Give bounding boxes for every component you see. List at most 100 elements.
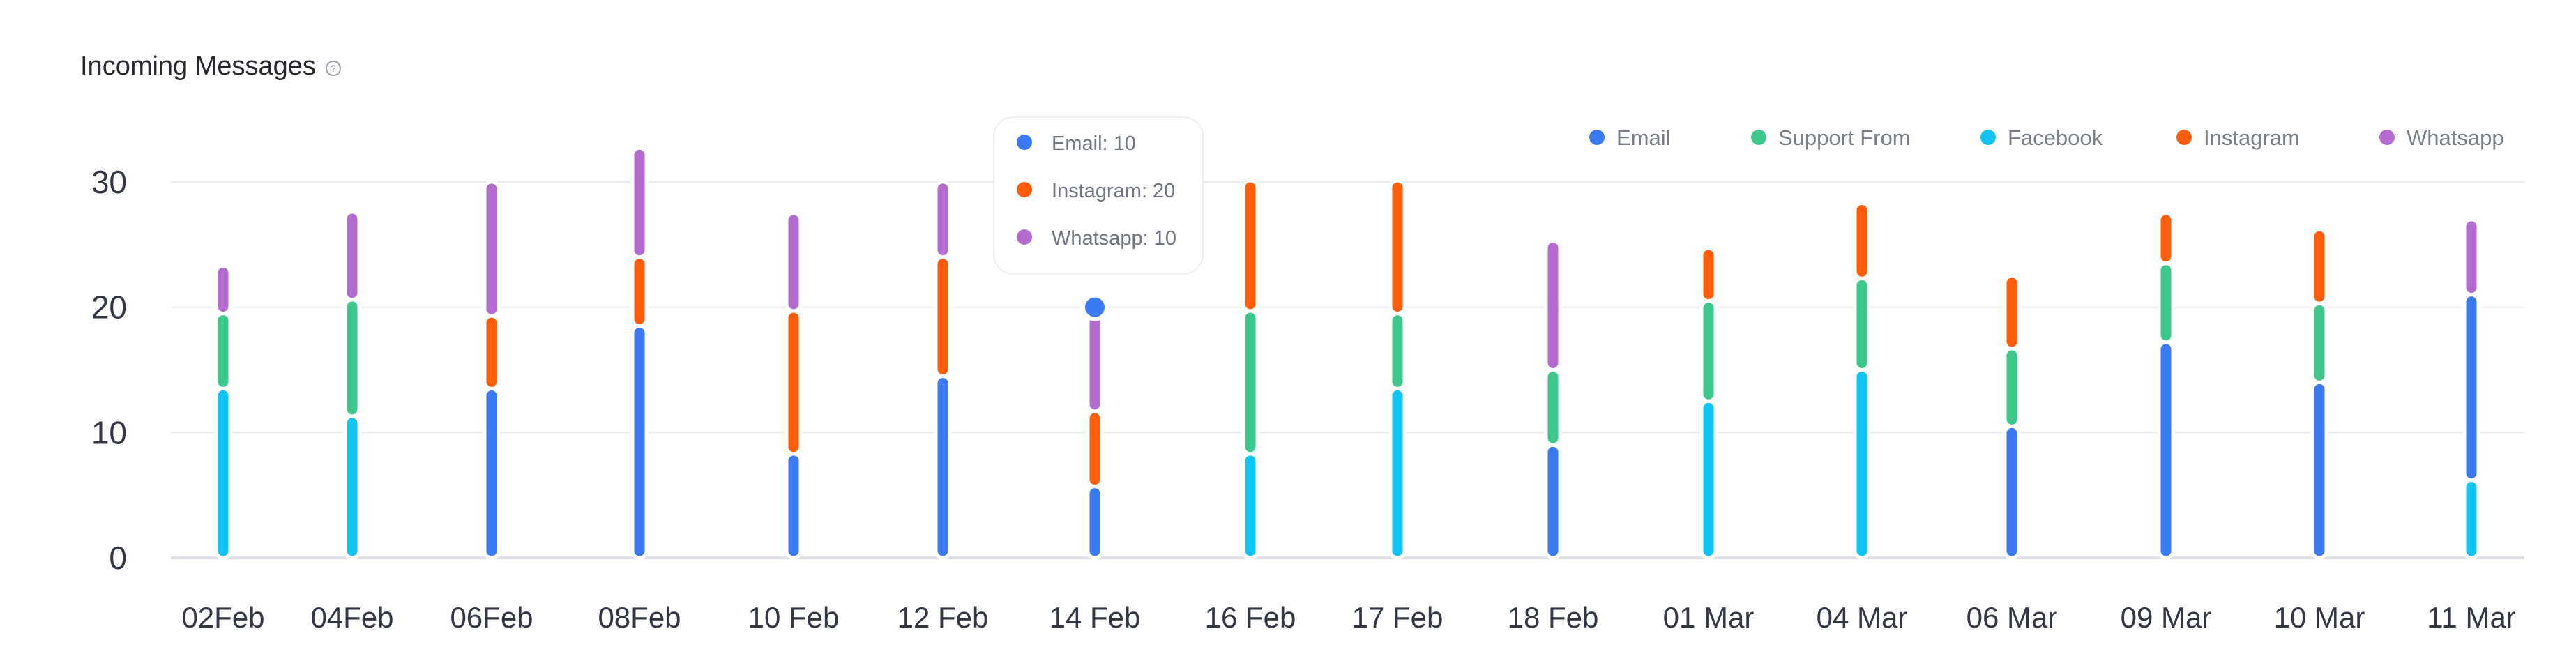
legend-dot [1980, 130, 1996, 145]
bar-segment-instagram [934, 255, 952, 378]
bar-group-02feb[interactable] [214, 264, 232, 560]
bar-segment-support-from [2157, 261, 2175, 344]
legend-item-facebook[interactable]: Facebook [1980, 126, 2103, 150]
legend-label: Support From [1778, 126, 1911, 150]
legend-label: Instagram [2204, 126, 2300, 150]
bar-segment-support-from [343, 298, 361, 418]
bar-segment-facebook [2462, 478, 2480, 560]
bar-group-04feb[interactable] [343, 210, 361, 560]
x-tick-label: 14 Feb [1050, 601, 1141, 634]
legend-dot [1751, 130, 1766, 145]
x-tick-label: 09 Mar [2121, 601, 2212, 634]
bar-segment-email [1086, 485, 1104, 560]
bar-segment-instagram [1241, 178, 1259, 313]
legend-item-whatsapp[interactable]: Whatsapp [2379, 126, 2504, 150]
bar-group-14-feb[interactable] [1086, 290, 1104, 560]
bar-group-18-feb[interactable] [1544, 238, 1562, 560]
bar-segment-whatsapp [934, 180, 952, 259]
bar-group-17-feb[interactable] [1388, 178, 1407, 560]
bar-segment-whatsapp [343, 210, 361, 302]
x-tick-label: 10 Mar [2274, 601, 2365, 634]
bar-segment-facebook [1241, 452, 1259, 560]
bar-segment-support-from [1699, 299, 1718, 403]
legend-dot [1589, 130, 1605, 145]
bar-segment-instagram [1853, 201, 1871, 280]
bar-segment-instagram [2310, 227, 2328, 305]
bar-group-01-mar[interactable] [1699, 246, 1718, 560]
bar-segment-support-from [1853, 276, 1871, 372]
bars-layer [214, 146, 2480, 560]
bar-group-06feb[interactable] [483, 180, 501, 560]
bar-segment-email [2157, 340, 2175, 560]
bar-segment-instagram [1388, 178, 1407, 316]
bar-segment-email [785, 452, 803, 560]
x-tick-label: 08Feb [598, 601, 681, 634]
bar-segment-instagram [1086, 409, 1104, 489]
x-tick-label: 04 Mar [1817, 601, 1908, 634]
tooltip-text: Whatsapp: 10 [1052, 227, 1176, 250]
hover-marker [1081, 293, 1109, 321]
x-tick-label: 18 Feb [1508, 601, 1599, 634]
tooltip-text: Instagram: 20 [1052, 180, 1175, 202]
bar-segment-whatsapp [1086, 290, 1104, 413]
tooltip-box [993, 116, 1204, 275]
bar-group-11-mar[interactable] [2462, 218, 2480, 560]
tooltip-text: Email: 10 [1052, 132, 1136, 155]
bar-segment-facebook [1388, 386, 1407, 560]
chart-header: Incoming Messages ? [80, 52, 341, 82]
bar-segment-instagram [2157, 211, 2175, 266]
x-tick-label: 04Feb [310, 601, 393, 634]
x-tick-label: 10 Feb [748, 601, 840, 634]
bar-group-10-mar[interactable] [2310, 227, 2328, 560]
bar-segment-facebook [343, 414, 361, 560]
bar-segment-whatsapp [1544, 238, 1562, 372]
bar-segment-email [630, 324, 649, 560]
bar-segment-instagram [1699, 246, 1718, 303]
bar-segment-email [2003, 424, 2021, 560]
bar-group-04-mar[interactable] [1853, 201, 1871, 560]
bar-segment-support-from [2003, 347, 2021, 428]
bar-segment-email [1544, 443, 1562, 560]
legend-item-instagram[interactable]: Instagram [2176, 126, 2300, 150]
x-tick-label: 06Feb [450, 601, 533, 634]
chart-title: Incoming Messages [80, 52, 316, 81]
tooltip-dot [1017, 135, 1032, 150]
x-tick-label: 12 Feb [897, 601, 989, 634]
bar-segment-email [2462, 293, 2480, 483]
bar-segment-whatsapp [785, 211, 803, 313]
x-tick-label: 11 Mar [2427, 601, 2516, 634]
legend-item-email[interactable]: Email [1589, 126, 1671, 150]
legend-dot [2379, 130, 2395, 145]
legend-layer: Email Support From Facebook Instagram Whatsa… [1589, 126, 2504, 150]
bar-segment-whatsapp [214, 264, 232, 316]
bar-segment-instagram [785, 309, 803, 456]
bar-group-06-mar[interactable] [2003, 274, 2021, 560]
bar-segment-support-from [2310, 301, 2328, 384]
bar-segment-facebook [214, 386, 232, 560]
bar-group-08feb[interactable] [630, 146, 649, 560]
bar-segment-support-from [214, 312, 232, 390]
bar-segment-email [2310, 380, 2328, 560]
bar-segment-whatsapp [2462, 218, 2480, 297]
tooltip-layer: Email: 10 Instagram: 20 Whatsapp: 10 [993, 116, 1204, 321]
bar-group-10-feb[interactable] [785, 211, 803, 560]
tooltip-dot [1017, 182, 1032, 197]
bar-segment-support-from [1388, 312, 1407, 390]
x-tick-label: 16 Feb [1205, 601, 1296, 634]
bar-segment-whatsapp [483, 180, 501, 318]
legend-label: Facebook [2008, 126, 2103, 150]
y-tick-label: 0 [109, 540, 127, 576]
legend-label: Email [1616, 126, 1671, 150]
bar-segment-instagram [630, 255, 649, 328]
legend-item-support-from[interactable]: Support From [1751, 126, 1911, 150]
bar-group-09-mar[interactable] [2157, 211, 2175, 560]
question-icon[interactable]: ? [325, 60, 341, 76]
y-tick-label: 20 [91, 289, 127, 326]
bar-segment-whatsapp [630, 146, 649, 259]
bar-segment-facebook [1699, 399, 1718, 560]
bar-group-12-feb[interactable] [934, 180, 952, 560]
y-tick-label: 30 [91, 164, 127, 200]
tooltip-dot [1017, 229, 1032, 245]
bar-group-16-feb[interactable] [1241, 178, 1259, 560]
